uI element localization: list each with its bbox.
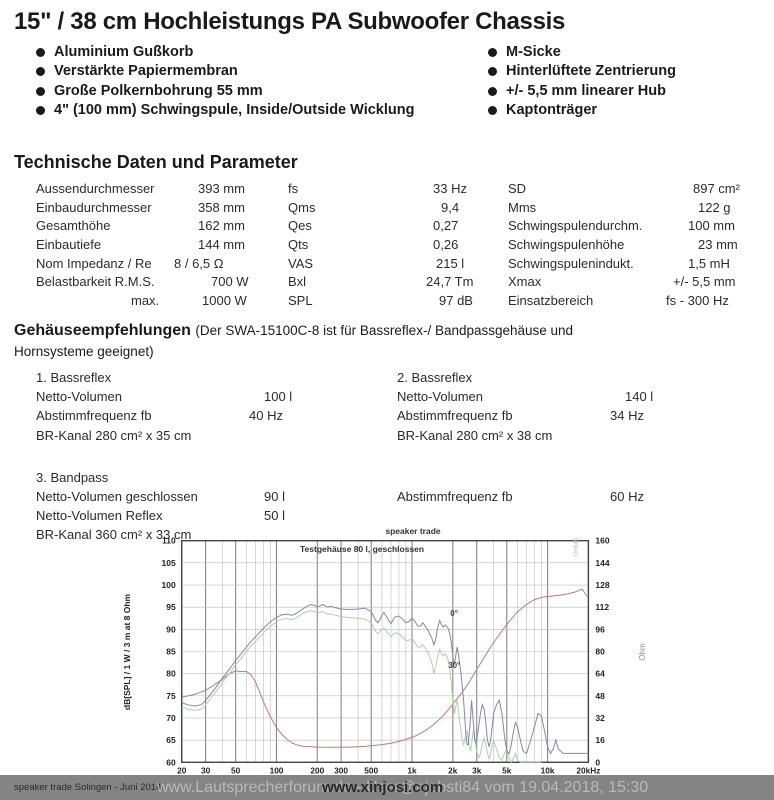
svg-text:95: 95 bbox=[166, 602, 176, 612]
svg-text:Testgehäuse 80 l, geschlossen: Testgehäuse 80 l, geschlossen bbox=[300, 544, 424, 554]
svg-text:20: 20 bbox=[177, 765, 187, 775]
svg-text:30°: 30° bbox=[448, 661, 460, 670]
svg-text:OHMS: OHMS bbox=[573, 537, 580, 557]
svg-text:3k: 3k bbox=[472, 765, 482, 775]
svg-text:1k: 1k bbox=[407, 765, 417, 775]
svg-text:100: 100 bbox=[270, 765, 284, 775]
svg-text:dB[SPL] / 1 W / 3 m at 8 Ohm: dB[SPL] / 1 W / 3 m at 8 Ohm bbox=[122, 593, 132, 710]
svg-text:16: 16 bbox=[595, 735, 605, 745]
svg-text:200: 200 bbox=[310, 765, 324, 775]
svg-text:60: 60 bbox=[166, 757, 176, 767]
svg-text:105: 105 bbox=[162, 558, 176, 568]
svg-text:70: 70 bbox=[166, 713, 176, 723]
svg-text:96: 96 bbox=[595, 624, 605, 634]
svg-text:0°: 0° bbox=[450, 609, 458, 618]
svg-text:30: 30 bbox=[201, 765, 211, 775]
svg-text:500: 500 bbox=[364, 765, 378, 775]
svg-text:0: 0 bbox=[595, 757, 600, 767]
svg-text:2k: 2k bbox=[448, 765, 458, 775]
svg-text:32: 32 bbox=[595, 713, 605, 723]
svg-text:80: 80 bbox=[595, 647, 605, 657]
svg-text:10k: 10k bbox=[541, 765, 555, 775]
svg-text:speaker trade: speaker trade bbox=[385, 526, 441, 536]
svg-text:160: 160 bbox=[595, 536, 609, 546]
svg-text:75: 75 bbox=[166, 691, 176, 701]
svg-text:90: 90 bbox=[166, 624, 176, 634]
svg-text:144: 144 bbox=[595, 558, 609, 568]
svg-text:64: 64 bbox=[595, 669, 605, 679]
svg-text:50: 50 bbox=[231, 765, 241, 775]
svg-text:65: 65 bbox=[166, 735, 176, 745]
svg-text:110: 110 bbox=[162, 536, 176, 546]
svg-text:300: 300 bbox=[334, 765, 348, 775]
svg-text:80: 80 bbox=[166, 669, 176, 679]
svg-text:5k: 5k bbox=[502, 765, 512, 775]
svg-text:128: 128 bbox=[595, 580, 609, 590]
svg-text:112: 112 bbox=[595, 602, 609, 612]
svg-text:48: 48 bbox=[595, 691, 605, 701]
svg-text:85: 85 bbox=[166, 647, 176, 657]
svg-text:100: 100 bbox=[162, 580, 176, 590]
svg-text:Ohm: Ohm bbox=[638, 643, 647, 661]
